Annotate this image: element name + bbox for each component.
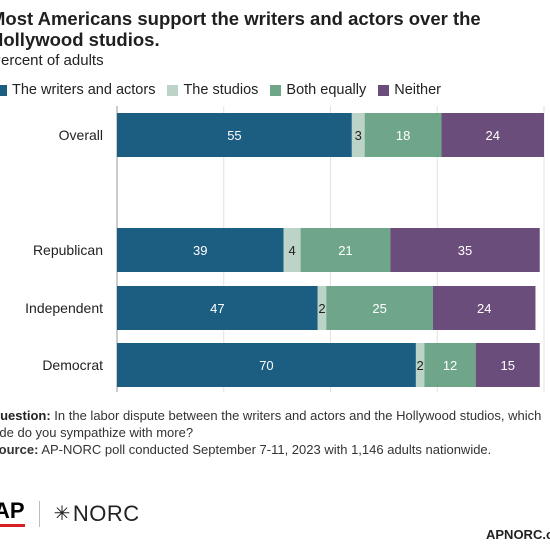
data-label: 47: [210, 301, 224, 316]
x-tick-label: 0: [113, 404, 120, 405]
x-tick-label: 50: [323, 404, 337, 405]
legend: The writers and actors The studios Both …: [0, 82, 453, 98]
site-url: APNORC.org: [486, 527, 550, 542]
category-label: Republican: [33, 242, 103, 258]
data-label: 70: [259, 358, 273, 373]
question-note: Question: In the labor dispute between t…: [0, 407, 550, 441]
bar-segment: [300, 228, 391, 272]
legend-label-writers: The writers and actors: [12, 82, 156, 98]
bar-segment: [117, 343, 416, 387]
legend-swatch-neither: [378, 84, 390, 96]
norc-logo-text: NORC: [72, 500, 140, 526]
bar-segment: [364, 113, 442, 157]
bar-segment: [117, 286, 318, 330]
data-label: 39: [193, 243, 207, 258]
data-label: 24: [486, 128, 500, 143]
bar-segment: [390, 228, 540, 272]
data-label: 35: [458, 243, 472, 258]
legend-item-writers: The writers and actors: [0, 82, 155, 98]
data-label: 4: [288, 243, 295, 258]
data-label: 55: [227, 128, 241, 143]
source-note: Source: AP-NORC poll conducted September…: [0, 441, 550, 458]
legend-item-studios: The studios: [167, 82, 258, 98]
category-label: Democrat: [42, 357, 103, 373]
question-label: Question:: [0, 408, 51, 423]
source-text: AP-NORC poll conducted September 7-11, 2…: [41, 442, 492, 457]
data-label: 21: [338, 243, 352, 258]
legend-swatch-both: [270, 84, 282, 96]
x-tick-label: 25: [217, 404, 231, 405]
logos: AP ✳ NORC: [0, 500, 140, 527]
legend-swatch-writers: [0, 84, 7, 96]
data-label: 2: [417, 358, 424, 373]
norc-star-icon: ✳: [53, 503, 71, 525]
legend-label-studios: The studios: [183, 82, 259, 98]
ap-logo: AP: [0, 500, 25, 527]
legend-label-neither: Neither: [394, 82, 441, 98]
bar-segment: [283, 228, 301, 272]
bar-segment: [415, 343, 425, 387]
category-label: Independent: [25, 300, 103, 316]
bar-segment: [424, 343, 476, 387]
data-label: 18: [396, 128, 410, 143]
norc-logo: ✳ NORC: [54, 501, 140, 527]
legend-item-both: Both equally: [270, 82, 366, 98]
legend-item-neither: Neither: [378, 82, 441, 98]
chart-subtitle: Percent of adults: [0, 52, 104, 69]
data-label: 25: [372, 301, 386, 316]
data-label: 2: [318, 301, 325, 316]
category-label: Overall: [59, 127, 103, 143]
bar-segment: [351, 113, 365, 157]
bar-segment: [475, 343, 540, 387]
x-tick-label: 100: [533, 404, 550, 405]
bar-segment: [432, 286, 536, 330]
data-label: 12: [443, 358, 457, 373]
stacked-bar-chart: Overall 55 3 18 24 Republican 39 4 21 35 Independe…: [25, 106, 550, 405]
x-tick-label: 75: [430, 404, 444, 405]
source-label: Source:: [0, 442, 39, 457]
question-text: In the labor dispute between the writers…: [0, 408, 542, 440]
legend-swatch-studios: [167, 84, 179, 96]
data-label: 3: [355, 128, 362, 143]
chart-title: Most Americans support the writers and a…: [0, 8, 481, 50]
bar-segment: [317, 286, 327, 330]
data-label: 24: [477, 301, 491, 316]
logo-divider: [38, 500, 40, 527]
bar-segment: [441, 113, 544, 157]
bar-segment: [326, 286, 433, 330]
bar-segment: [117, 113, 352, 157]
bar-segment: [117, 228, 284, 272]
data-label: 15: [500, 358, 514, 373]
legend-label-both: Both equally: [286, 82, 367, 98]
